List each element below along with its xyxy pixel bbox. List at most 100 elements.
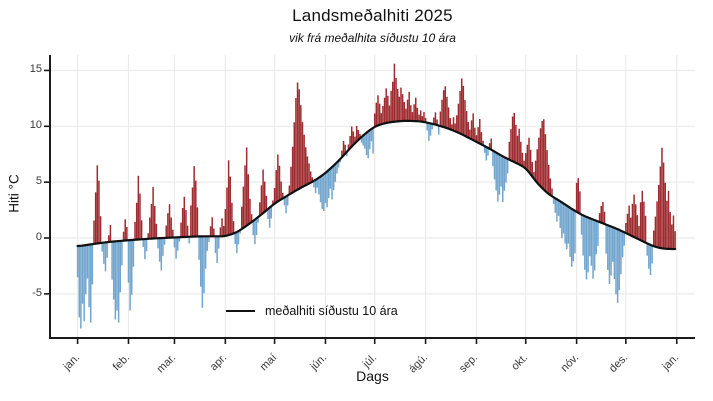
temp-deviation-bar xyxy=(263,181,266,212)
temp-deviation-bar xyxy=(147,233,149,239)
chart-title: Landsmeðalhiti 2025 xyxy=(292,6,453,25)
temp-deviation-bar xyxy=(165,225,167,238)
temp-deviation-bar xyxy=(424,117,427,123)
temp-deviation-bar xyxy=(227,160,230,236)
temp-deviation-bar xyxy=(414,97,417,122)
temp-deviation-bar xyxy=(564,204,566,244)
legend: meðalhiti síðustu 10 ára xyxy=(226,303,398,319)
temp-deviation-bar xyxy=(587,217,589,273)
temp-deviation-bar xyxy=(485,146,488,161)
temp-deviation-bar xyxy=(112,241,115,300)
temp-deviation-bar xyxy=(666,200,668,249)
temp-deviation-bar xyxy=(539,128,542,187)
temp-deviation-bar xyxy=(286,195,289,206)
temp-deviation-bar xyxy=(505,158,507,183)
temp-deviation-bar xyxy=(137,175,140,240)
temp-deviation-bar xyxy=(178,237,181,242)
temp-deviation-bar xyxy=(158,238,161,262)
temp-deviation-bar xyxy=(249,198,251,224)
temp-deviation-bar xyxy=(127,240,130,283)
temp-deviation-bar xyxy=(288,185,291,195)
temp-deviation-bar xyxy=(155,223,158,239)
temp-deviation-bar xyxy=(520,141,522,166)
temp-deviation-bar xyxy=(142,239,145,247)
temp-deviation-bar xyxy=(170,217,172,238)
temp-deviation-bar xyxy=(469,129,471,139)
temp-deviation-bar xyxy=(633,194,635,238)
temp-deviation-bar xyxy=(206,236,209,251)
temp-deviation-bar xyxy=(451,124,453,130)
temp-deviation-bar xyxy=(561,202,563,239)
temp-deviation-bar xyxy=(590,218,593,266)
temp-deviation-bar xyxy=(611,227,614,262)
temp-deviation-bar xyxy=(441,99,443,127)
temp-deviation-bar xyxy=(255,218,258,236)
temp-deviation-bar xyxy=(116,241,118,311)
temp-deviation-bar xyxy=(319,176,322,203)
temp-deviation-bar xyxy=(605,224,607,254)
temp-deviation-bar xyxy=(139,193,141,240)
temp-deviation-bar xyxy=(232,221,235,234)
temp-deviation-bar xyxy=(523,160,525,168)
temp-deviation-bar xyxy=(311,177,314,182)
temp-deviation-bar xyxy=(648,244,650,269)
temp-deviation-bar xyxy=(321,175,323,209)
temp-deviation-bar xyxy=(495,152,497,191)
temp-deviation-bar xyxy=(195,180,197,237)
temp-deviation-bar xyxy=(428,123,430,141)
y-tick-label: 5 xyxy=(35,175,42,188)
temp-deviation-bar xyxy=(313,180,315,188)
temp-deviation-bar xyxy=(549,178,552,196)
temp-deviation-bar xyxy=(93,220,95,244)
temp-deviation-bar xyxy=(224,209,227,236)
temp-deviation-bar xyxy=(418,114,420,122)
temp-deviation-bar xyxy=(456,115,458,133)
temp-deviation-bar xyxy=(352,131,355,145)
temp-deviation-bar xyxy=(290,166,292,194)
temp-deviation-bar xyxy=(613,227,616,280)
temp-deviation-bar xyxy=(172,229,174,238)
temp-deviation-bar xyxy=(552,197,555,204)
temp-deviation-bar xyxy=(250,214,253,223)
temp-deviation-bar xyxy=(470,120,473,140)
temp-deviation-bar xyxy=(636,215,639,239)
temp-deviation-bar xyxy=(283,197,286,206)
temp-deviation-bar xyxy=(222,226,225,237)
temp-deviation-bar xyxy=(444,86,447,128)
temp-deviation-bar xyxy=(544,134,547,192)
temp-deviation-bar xyxy=(416,107,419,122)
temp-deviation-bar xyxy=(104,242,107,272)
temp-deviation-bar xyxy=(557,200,560,216)
temp-deviation-bar xyxy=(149,217,151,239)
temp-deviation-bar xyxy=(674,231,676,250)
temp-deviation-bar xyxy=(216,236,218,264)
temp-deviation-bar xyxy=(454,123,456,132)
temp-deviation-bar xyxy=(140,220,143,240)
temp-deviation-bar xyxy=(582,215,584,256)
temp-deviation-bar xyxy=(173,237,176,248)
temp-deviation-bar xyxy=(411,112,414,121)
temp-deviation-bar xyxy=(383,97,386,124)
temp-deviation-bar xyxy=(623,232,625,246)
temp-deviation-bar xyxy=(293,122,296,192)
temp-deviation-bar xyxy=(388,105,391,123)
temp-deviation-bar xyxy=(91,244,94,285)
temp-deviation-bar xyxy=(669,212,671,249)
temp-deviation-bar xyxy=(126,226,128,241)
temp-deviation-bar xyxy=(145,238,148,252)
temp-deviation-bar xyxy=(229,176,232,235)
temp-deviation-bar xyxy=(370,128,373,142)
temp-deviation-bar xyxy=(369,130,371,150)
temp-deviation-bar xyxy=(506,158,509,174)
temp-deviation-bar xyxy=(191,187,194,237)
temp-deviation-bar xyxy=(396,88,399,122)
temp-deviation-bar xyxy=(331,167,333,200)
temp-deviation-bar xyxy=(204,236,207,269)
temp-deviation-bar xyxy=(572,209,575,262)
temp-deviation-bar xyxy=(457,103,460,133)
temp-deviation-bar xyxy=(117,241,120,323)
temp-deviation-bar xyxy=(377,95,379,126)
temp-deviation-bar xyxy=(239,230,241,234)
temp-deviation-bar xyxy=(150,203,153,239)
